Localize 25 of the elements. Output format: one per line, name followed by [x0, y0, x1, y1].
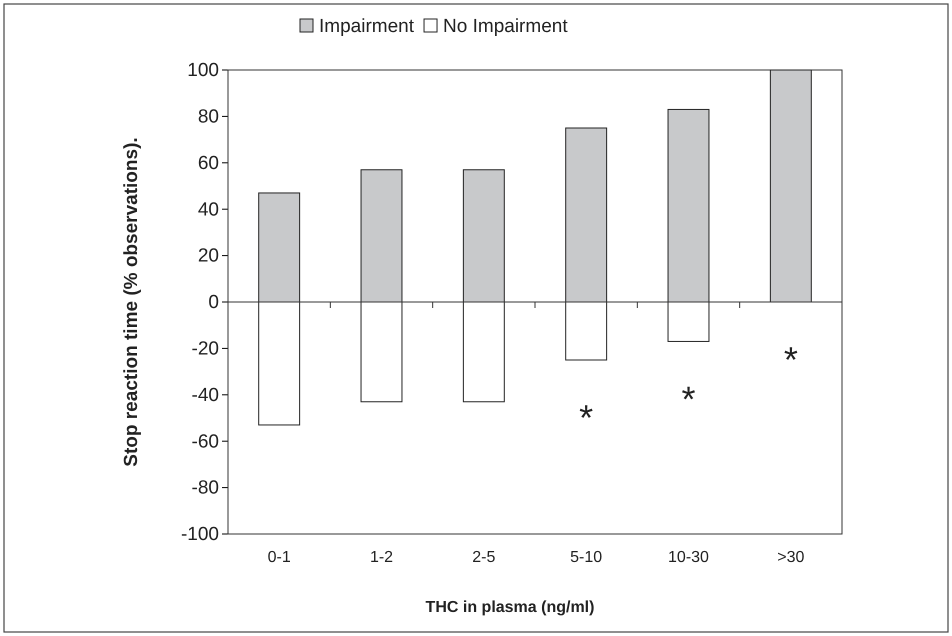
annotation: * [784, 339, 798, 380]
y-tick-label: 40 [198, 199, 219, 220]
y-tick-label: 100 [187, 60, 219, 82]
y-tick-label: -100 [180, 524, 219, 546]
x-tick-label: 5-10 [570, 549, 602, 566]
x-tick-label: 10-30 [668, 549, 710, 566]
y-tick-label: -40 [192, 384, 219, 406]
legend-label: No Impairment [443, 16, 568, 37]
y-tick-label: 80 [198, 106, 219, 128]
y-tick-label: 20 [198, 246, 219, 267]
y-tick-label: 60 [198, 152, 219, 174]
x-tick-label: 2-5 [472, 549, 496, 566]
x-tick-label: 1-2 [370, 549, 394, 566]
y-tick-label: -20 [192, 338, 219, 360]
annotation: * [681, 378, 696, 420]
legend-label: Impairment [319, 16, 415, 37]
y-tick-label: -80 [192, 478, 219, 499]
y-tick-label: 0 [208, 292, 219, 314]
annotation: * [579, 397, 594, 438]
y-axis-title: Stop reaction time (% observations). [121, 137, 142, 467]
x-tick-label: >30 [777, 549, 805, 566]
bar [770, 70, 812, 302]
x-axis-title: THC in plasma (ng/ml) [426, 599, 594, 616]
y-tick-label: -60 [192, 431, 219, 452]
x-tick-label: 0-1 [268, 549, 291, 566]
